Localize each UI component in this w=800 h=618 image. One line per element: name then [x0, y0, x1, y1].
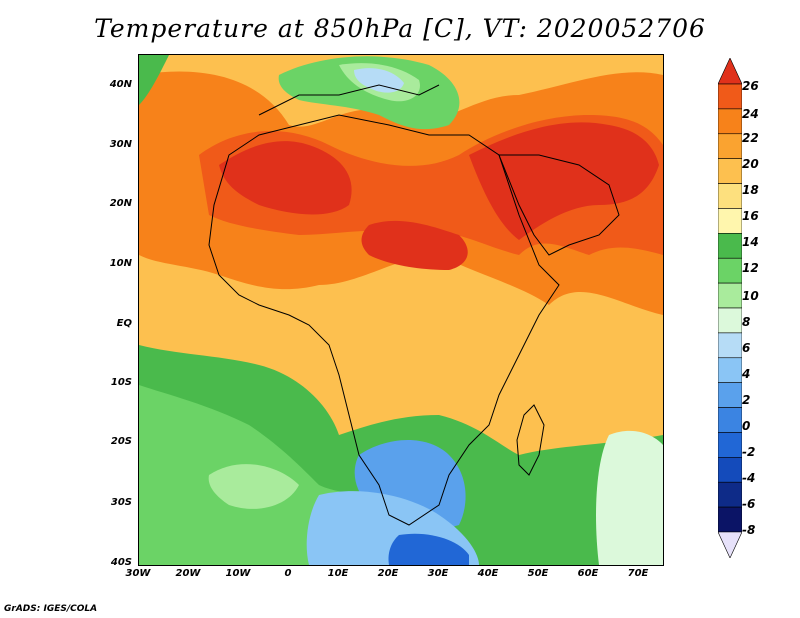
lon-label-40e: 40E: [477, 568, 499, 579]
colorbar-cell: [718, 407, 742, 433]
colorbar-label-6: 6: [742, 341, 751, 355]
lon-label-10w: 10W: [225, 568, 251, 579]
colorbar-cell: [718, 307, 742, 334]
zone-atlantic-nw: [139, 55, 169, 105]
lat-label-20n: 20N: [109, 198, 132, 209]
colorbar-label-14: 14: [742, 235, 759, 249]
map-svg: [139, 55, 663, 565]
colorbar-cell: [718, 506, 742, 533]
zone-sahara-west: [219, 141, 352, 215]
zone-south-east: [596, 430, 663, 565]
zone-south-pale: [208, 464, 299, 509]
colorbar-cell: [718, 208, 742, 234]
colorbar-cell: [718, 158, 742, 184]
colorbar-label-2: 2: [742, 393, 751, 407]
colorbar-cell: [718, 531, 742, 558]
lon-label-70e: 70E: [627, 568, 649, 579]
arabia-outline: [498, 154, 620, 256]
lat-label-20s: 20S: [110, 436, 132, 447]
zone-arabia: [469, 122, 659, 240]
lat-label-40n: 40N: [109, 79, 132, 90]
colorbar-label-20: 20: [742, 157, 759, 171]
colorbar-label-24: 24: [742, 107, 759, 121]
zone-sahel: [361, 220, 468, 270]
colorbar-cell: [718, 133, 742, 159]
colorbar-cell: [718, 233, 742, 259]
colorbar-cell: [718, 481, 742, 508]
colorbar-label-neg8: -8: [742, 523, 756, 537]
footer-credit: GrADS: IGES/COLA: [4, 604, 98, 614]
lat-label-30n: 30N: [109, 139, 132, 150]
colorbar-cell: [718, 58, 742, 85]
colorbar-label-neg4: -4: [742, 471, 756, 485]
lat-label-10s: 10S: [110, 377, 132, 388]
colorbar-cell: [718, 257, 742, 284]
colorbar: [718, 58, 742, 558]
colorbar-cell: [718, 357, 742, 383]
lon-label-0: 0: [284, 568, 292, 579]
lon-label-30w: 30W: [125, 568, 151, 579]
colorbar-label-16: 16: [742, 209, 759, 223]
colorbar-label-18: 18: [742, 183, 759, 197]
lat-label-40s: 40S: [110, 557, 132, 568]
colorbar-cell: [718, 83, 742, 110]
madagascar-outline: [516, 404, 545, 476]
colorbar-label-neg6: -6: [742, 497, 756, 511]
zone-med-cold: [354, 68, 404, 93]
lat-label-10n: 10N: [109, 258, 132, 269]
lon-label-30e: 30E: [427, 568, 449, 579]
lat-label-30s: 30S: [110, 497, 132, 508]
colorbar-label-22: 22: [742, 131, 759, 145]
colorbar-label-12: 12: [742, 261, 759, 275]
lon-label-50e: 50E: [527, 568, 549, 579]
chart-title: Temperature at 850hPa [C], VT: 202005270…: [94, 14, 706, 43]
europe-coast: [258, 84, 440, 116]
colorbar-cell: [718, 432, 742, 458]
colorbar-cell: [718, 332, 742, 359]
zone-south-ocean-cold: [388, 533, 469, 565]
colorbar-label-neg2: -2: [742, 445, 756, 459]
colorbar-cell: [718, 282, 742, 309]
colorbar-cells: [718, 58, 742, 558]
lon-label-20w: 20W: [175, 568, 201, 579]
colorbar-label-4: 4: [742, 367, 751, 381]
colorbar-label-8: 8: [742, 315, 751, 329]
lon-label-10e: 10E: [327, 568, 349, 579]
colorbar-cell: [718, 183, 742, 209]
colorbar-label-10: 10: [742, 289, 759, 303]
lon-label-60e: 60E: [577, 568, 599, 579]
colorbar-cell: [718, 457, 742, 483]
colorbar-label-0: 0: [742, 419, 751, 433]
lon-label-20e: 20E: [377, 568, 399, 579]
lat-label-eq: EQ: [116, 318, 132, 329]
colorbar-cell: [718, 108, 742, 135]
colorbar-label-26: 26: [742, 79, 759, 93]
africa-outline: [208, 114, 560, 526]
temperature-map: [138, 54, 664, 566]
colorbar-cell: [718, 382, 742, 408]
